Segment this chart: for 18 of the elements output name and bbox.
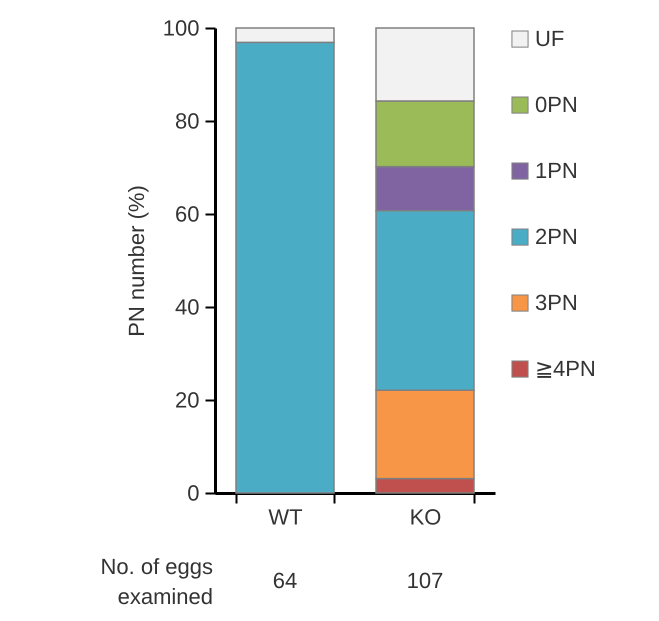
y-tick-label: 80	[175, 108, 200, 134]
y-tick-label: 0	[187, 480, 200, 506]
x-tick-label: KO	[410, 504, 442, 530]
y-axis-title: PN number (%)	[124, 185, 149, 337]
text: No. of eggs examined	[100, 554, 213, 609]
legend-label: 3PN	[535, 290, 578, 315]
text: 64	[272, 568, 298, 593]
legend-label: ≧4PN	[535, 356, 596, 381]
y-tick-label: 60	[175, 202, 200, 226]
y-tick-label: 20	[175, 388, 200, 412]
text: 107	[406, 568, 444, 593]
x-tick-label: WT	[268, 504, 303, 530]
legend-label: 1PN	[535, 158, 578, 183]
y-tick-label: 40	[175, 294, 200, 320]
legend-label: UF	[535, 26, 564, 51]
legend-label: 2PN	[535, 224, 578, 249]
y-tick-label: 100	[162, 16, 200, 40]
legend-label: 0PN	[535, 92, 578, 117]
